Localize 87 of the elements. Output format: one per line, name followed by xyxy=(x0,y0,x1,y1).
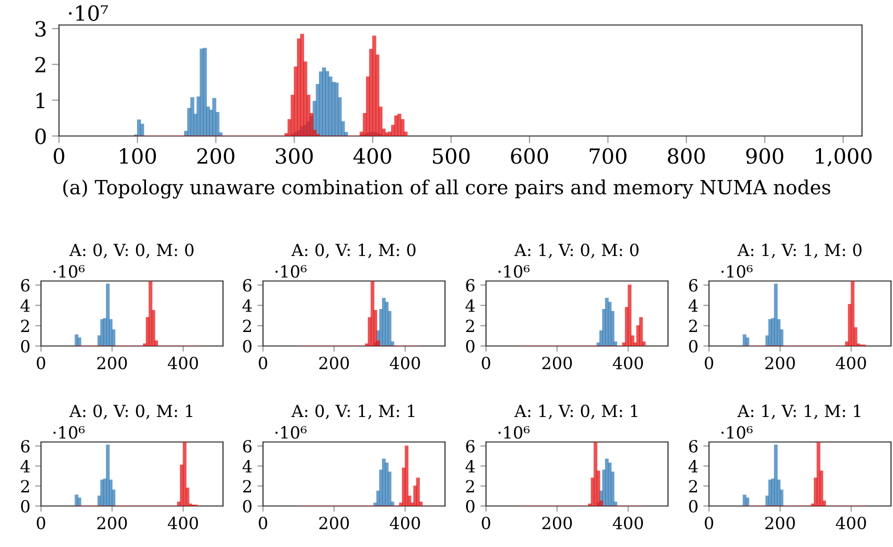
y-tick-label: 6 xyxy=(689,440,698,453)
y-tick-label: 4 xyxy=(465,460,475,472)
x-tick-label: 200 xyxy=(97,356,127,370)
text: ·10⁶ xyxy=(498,265,530,278)
x-tick-label: 400 xyxy=(836,516,866,530)
y-tick-label: 0 xyxy=(243,340,252,353)
y-tick-label: 6 xyxy=(243,279,252,292)
x-tick-label: 1,000 xyxy=(816,148,872,166)
y-tick-label: 4 xyxy=(20,299,30,312)
y-tick-label: 2 xyxy=(689,320,697,332)
y-tick-label: 2 xyxy=(466,480,474,492)
x-tick-label: 400 xyxy=(612,356,643,370)
x-tick-label: 200 xyxy=(197,148,234,164)
y-tick-label: 0 xyxy=(35,128,46,144)
chart-title: A: 0, V: 1, M: 0 xyxy=(291,244,416,258)
text: ·10⁶ xyxy=(275,265,307,278)
y-tick-label: 0 xyxy=(689,340,698,353)
x-tick-label: 200 xyxy=(765,516,795,530)
chart-title: A: 1, V: 1, M: 0 xyxy=(737,244,862,258)
x-tick-label: 200 xyxy=(319,356,349,370)
x-tick-label: 500 xyxy=(432,148,470,164)
x-tick-label: 100 xyxy=(120,148,156,164)
x-tick-label: 400 xyxy=(168,516,198,530)
x-tick-label: 0 xyxy=(482,516,490,530)
chart-title: A: 0, V: 0, M: 1 xyxy=(69,404,192,420)
x-tick-label: 400 xyxy=(390,516,420,530)
x-tick-label: 300 xyxy=(276,148,313,164)
y-tick-label: 6 xyxy=(466,279,475,292)
y-tick-label: 0 xyxy=(466,500,474,513)
x-tick-label: 400 xyxy=(353,148,392,164)
text: ·10⁶ xyxy=(721,426,753,439)
x-tick-label: 800 xyxy=(668,148,705,164)
text: ·10⁶ xyxy=(53,265,85,278)
x-tick-label: 200 xyxy=(97,516,127,530)
text: ·10⁶ xyxy=(498,426,530,439)
y-tick-label: 6 xyxy=(21,279,30,292)
y-tick-label: 4 xyxy=(20,460,30,472)
x-tick-label: 200 xyxy=(765,356,795,370)
x-tick-label: 900 xyxy=(746,148,784,164)
text: ·10⁶ xyxy=(275,426,307,439)
y-tick-label: 4 xyxy=(688,299,698,312)
y-tick-label: 2 xyxy=(243,480,251,492)
x-tick-label: 400 xyxy=(836,356,866,370)
chart-title: A: 0, V: 0, M: 0 xyxy=(69,244,194,258)
x-tick-label: 200 xyxy=(319,516,349,530)
x-tick-label: 0 xyxy=(482,356,490,370)
y-tick-label: 6 xyxy=(243,440,252,453)
x-tick-label: 0 xyxy=(258,356,268,370)
y-tick-label: 2 xyxy=(21,480,29,492)
chart-title: A: 1, V: 1, M: 1 xyxy=(737,404,860,420)
y-tick-label: 6 xyxy=(689,279,698,292)
x-tick-label: 0 xyxy=(704,516,714,530)
chart-title: A: 1, V: 0, M: 0 xyxy=(514,244,639,258)
text: ·10⁶ xyxy=(53,426,85,439)
y-tick-label: 2 xyxy=(689,480,697,492)
chart-title: A: 1, V: 0, M: 1 xyxy=(514,404,638,420)
x-tick-label: 0 xyxy=(258,516,268,530)
x-tick-label: 600 xyxy=(511,148,548,164)
y-tick-label: 3 xyxy=(36,21,46,37)
text: ·10⁶ xyxy=(721,265,753,278)
x-tick-label: 200 xyxy=(542,516,572,530)
y-tick-label: 4 xyxy=(688,460,698,472)
x-tick-label: 700 xyxy=(590,148,626,164)
y-tick-label: 0 xyxy=(21,340,30,353)
y-tick-label: 2 xyxy=(35,56,46,72)
x-tick-label: 0 xyxy=(54,148,64,164)
y-tick-label: 1 xyxy=(36,92,44,108)
y-tick-label: 0 xyxy=(21,500,30,513)
text: (a) Topology unaware combination of all core pairs and memory NUMA nodes xyxy=(63,179,830,199)
y-tick-label: 2 xyxy=(243,320,251,332)
chart-title: A: 0, V: 1, M: 1 xyxy=(291,404,414,420)
x-tick-label: 400 xyxy=(168,356,198,370)
x-tick-label: 0 xyxy=(704,356,714,370)
x-tick-label: 200 xyxy=(542,356,572,370)
text: ·10⁷ xyxy=(68,5,108,21)
y-tick-label: 2 xyxy=(21,320,29,332)
y-tick-label: 6 xyxy=(466,440,475,453)
y-tick-label: 4 xyxy=(242,460,252,472)
y-tick-label: 2 xyxy=(466,320,474,332)
y-tick-label: 0 xyxy=(689,500,698,513)
y-tick-label: 4 xyxy=(465,299,475,312)
y-tick-label: 6 xyxy=(21,440,30,453)
x-tick-label: 400 xyxy=(612,516,643,530)
y-tick-label: 0 xyxy=(466,340,474,353)
x-tick-label: 400 xyxy=(390,356,420,370)
y-tick-label: 0 xyxy=(243,500,252,513)
y-tick-label: 4 xyxy=(242,299,252,312)
